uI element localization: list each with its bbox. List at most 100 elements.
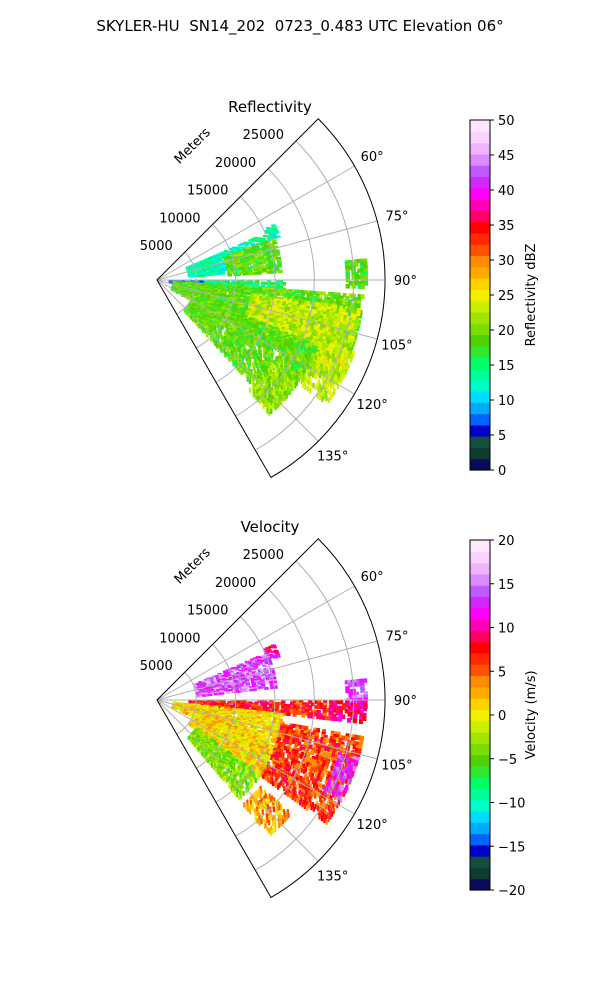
echo-cell xyxy=(240,343,244,349)
echo-cell xyxy=(254,253,259,256)
echo-cell xyxy=(254,238,260,241)
echo-cell xyxy=(289,368,292,374)
echo-cell xyxy=(324,317,329,322)
echo-cell xyxy=(207,679,212,682)
echo-cell xyxy=(270,231,276,234)
echo-cell xyxy=(244,678,249,681)
echo-cell xyxy=(226,671,232,674)
echo-cell xyxy=(273,257,279,261)
echo-cell xyxy=(257,253,262,257)
echo-cell xyxy=(255,337,259,342)
echo-cell xyxy=(345,266,350,271)
echo-cell xyxy=(280,385,283,391)
echo-cell xyxy=(233,674,239,677)
echo-cell xyxy=(348,335,352,341)
echo-cell xyxy=(225,310,230,314)
echo-cell xyxy=(317,334,321,340)
echo-cell xyxy=(275,391,278,397)
echo-cell xyxy=(225,691,231,694)
echo-cell xyxy=(306,385,309,392)
echo-cell xyxy=(333,370,336,377)
echo-cell xyxy=(277,260,282,264)
echo-cell xyxy=(270,322,274,327)
echo-cell xyxy=(318,372,321,379)
echo-cell xyxy=(223,287,228,291)
echo-cell xyxy=(219,309,223,314)
echo-cell xyxy=(340,363,343,369)
echo-cell xyxy=(191,701,196,704)
echo-cell xyxy=(278,350,282,356)
echo-cell xyxy=(253,356,257,361)
echo-cell xyxy=(222,264,228,267)
echo-cell xyxy=(356,308,361,314)
echo-cell xyxy=(255,311,259,316)
echo-cell xyxy=(318,318,323,324)
echo-cell xyxy=(233,682,238,685)
echo-cell xyxy=(316,392,319,399)
echo-cell xyxy=(249,346,253,351)
echo-cell xyxy=(294,365,297,371)
colorbar-tick-label: 25 xyxy=(498,289,515,304)
echo-cell xyxy=(282,314,287,319)
echo-cell xyxy=(273,236,278,239)
echo-cell xyxy=(261,388,264,394)
echo-cell xyxy=(282,363,285,369)
echo-cell xyxy=(346,318,350,324)
echo-cell xyxy=(253,262,258,266)
echo-cell xyxy=(304,707,310,711)
panel-title: Reflectivity xyxy=(228,98,312,116)
echo-cell xyxy=(189,315,193,320)
echo-cell xyxy=(281,378,284,384)
echo-cell xyxy=(263,230,269,233)
echo-cell xyxy=(200,307,204,311)
echo-cell xyxy=(249,257,254,260)
echo-cell xyxy=(306,292,311,297)
echo-cell xyxy=(307,704,313,709)
radial-tick-label: 20000 xyxy=(215,156,256,171)
echo-cell xyxy=(260,668,266,671)
echo-cell xyxy=(288,385,291,391)
echo-cell xyxy=(248,271,253,274)
colorbar-tick-label: 45 xyxy=(498,149,515,164)
echo-cell xyxy=(220,269,225,272)
colorbar-segment xyxy=(470,210,490,223)
echo-cell xyxy=(275,377,278,383)
echo-cell xyxy=(290,381,293,387)
echo-cell xyxy=(302,319,307,325)
echo-cell xyxy=(240,262,246,265)
echo-cell xyxy=(271,238,277,241)
echo-cell xyxy=(269,243,275,246)
echo-cell xyxy=(204,292,209,296)
echo-cell xyxy=(212,303,217,307)
echo-cell xyxy=(265,251,271,254)
echo-cell xyxy=(280,709,285,714)
echo-cell xyxy=(234,675,239,678)
echo-cell xyxy=(245,256,251,260)
echo-cell xyxy=(233,248,238,252)
echo-cell xyxy=(307,311,312,316)
echo-cell xyxy=(314,367,318,373)
echo-cell xyxy=(296,306,301,311)
echo-cell xyxy=(247,371,250,377)
echo-cell xyxy=(237,347,241,353)
echo-cell xyxy=(301,382,304,388)
echo-cell xyxy=(247,251,253,255)
echo-cell xyxy=(242,257,248,260)
echo-cell xyxy=(336,319,341,325)
echo-cell xyxy=(264,661,270,665)
echo-cell xyxy=(356,311,361,317)
echo-cell xyxy=(229,333,233,338)
echo-cell xyxy=(210,256,216,259)
echo-cell xyxy=(190,270,195,273)
echo-cell xyxy=(234,262,240,265)
echo-cell xyxy=(343,318,347,324)
echo-cell xyxy=(281,701,286,706)
echo-cell xyxy=(271,377,274,383)
echo-cell xyxy=(319,326,323,332)
colorbar-segment xyxy=(470,300,490,313)
echo-cell xyxy=(250,340,254,345)
echo-cell xyxy=(225,669,231,672)
echo-cell xyxy=(246,258,251,261)
echo-cell xyxy=(310,368,314,374)
echo-cell xyxy=(206,333,209,338)
